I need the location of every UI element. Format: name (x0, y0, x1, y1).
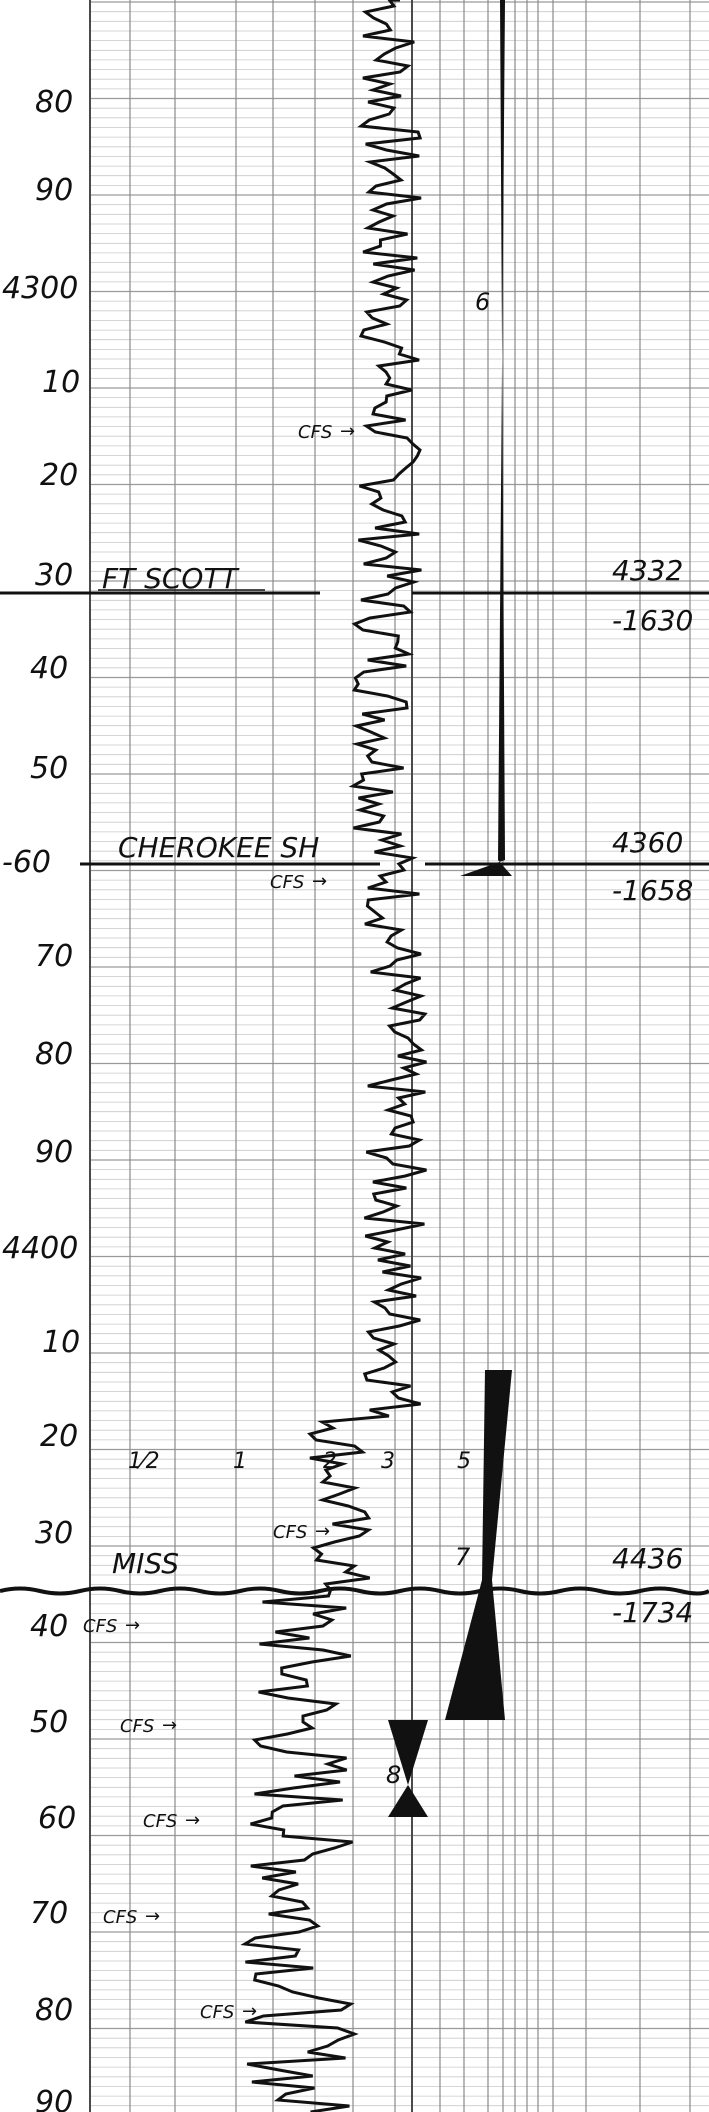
cfs-label: CFS (143, 1811, 177, 1832)
cfs-label: CFS (298, 422, 332, 443)
cfs-arrow: → (340, 421, 355, 442)
depth-label: -60 (2, 845, 51, 880)
scale-label: 5 (457, 1449, 471, 1474)
depth-label: 20 (40, 458, 78, 493)
cfs-markers: CFS → CFS → CFS → CFS → CFS → CFS → CFS … (83, 421, 355, 2023)
log-spike-middle (445, 1370, 512, 1720)
zone-number: 6 (475, 288, 490, 316)
depth-label: 50 (30, 1705, 68, 1740)
formation-tops: FT SCOTT 4332 -1630 CHEROKEE SH 4360 -16… (0, 554, 709, 1629)
cfs-label: CFS (83, 1616, 117, 1637)
depth-label: 4300 (2, 271, 78, 306)
formation-name: MISS (112, 1547, 179, 1580)
formation-top-depth: 4360 (612, 826, 683, 859)
zone-numbers: 6 7 8 (386, 288, 490, 1789)
cfs-label: CFS (120, 1716, 154, 1737)
depth-label: 90 (35, 1135, 73, 1170)
depth-label: 90 (35, 2085, 73, 2112)
depth-labels: 80 90 4300 10 20 30 40 50 -60 70 80 90 4… (2, 85, 80, 2112)
depth-label: 70 (30, 1896, 68, 1931)
formation-subsea: -1630 (612, 604, 693, 637)
formation-subsea: -1734 (612, 1596, 693, 1629)
depth-label: 80 (35, 1993, 73, 2028)
formation-top-depth: 4332 (612, 554, 683, 587)
cfs-arrow: → (242, 2001, 257, 2022)
cfs-label: CFS (273, 1522, 307, 1543)
gamma-ray-curve (240, 0, 428, 2112)
formation-name: FT SCOTT (102, 562, 240, 595)
scale-labels: 1⁄2 1 2 3 5 (128, 1449, 471, 1474)
depth-label: 40 (30, 651, 68, 686)
log-grid (89, 0, 709, 2112)
formation-name: CHEROKEE SH (118, 831, 319, 864)
depth-label: 80 (35, 1037, 73, 1072)
cfs-label: CFS (270, 872, 304, 893)
log-curves (240, 0, 512, 2112)
depth-label: 70 (35, 939, 73, 974)
cfs-arrow: → (125, 1615, 140, 1636)
depth-label: 30 (35, 1516, 73, 1551)
depth-label: 40 (30, 1609, 68, 1644)
log-spike-upper (460, 0, 512, 876)
zone-number: 8 (386, 1761, 401, 1789)
formation-subsea: -1658 (612, 874, 693, 907)
depth-label: 4400 (2, 1231, 78, 1266)
cfs-arrow: → (315, 1521, 330, 1542)
scale-label: 1 (233, 1449, 247, 1474)
log-spike-lower (388, 1720, 428, 1817)
scale-label: 1⁄2 (128, 1449, 160, 1474)
scale-label: 2 (323, 1449, 337, 1474)
cfs-arrow: → (145, 1906, 160, 1927)
cfs-arrow: → (312, 871, 327, 892)
cfs-arrow: → (185, 1810, 200, 1831)
depth-label: 30 (35, 558, 73, 593)
cfs-label: CFS (103, 1907, 137, 1928)
depth-label: 10 (42, 365, 80, 400)
formation-line-miss (0, 1586, 709, 1596)
cfs-arrow: → (162, 1715, 177, 1736)
scale-label: 3 (381, 1449, 395, 1474)
depth-label: 60 (38, 1801, 76, 1836)
depth-label: 80 (35, 85, 73, 120)
depth-label: 50 (30, 751, 68, 786)
depth-label: 90 (35, 173, 73, 208)
cfs-label: CFS (200, 2002, 234, 2023)
formation-top-depth: 4436 (612, 1542, 683, 1575)
zone-number: 7 (455, 1543, 471, 1571)
depth-label: 10 (42, 1325, 80, 1360)
depth-label: 20 (40, 1419, 78, 1454)
